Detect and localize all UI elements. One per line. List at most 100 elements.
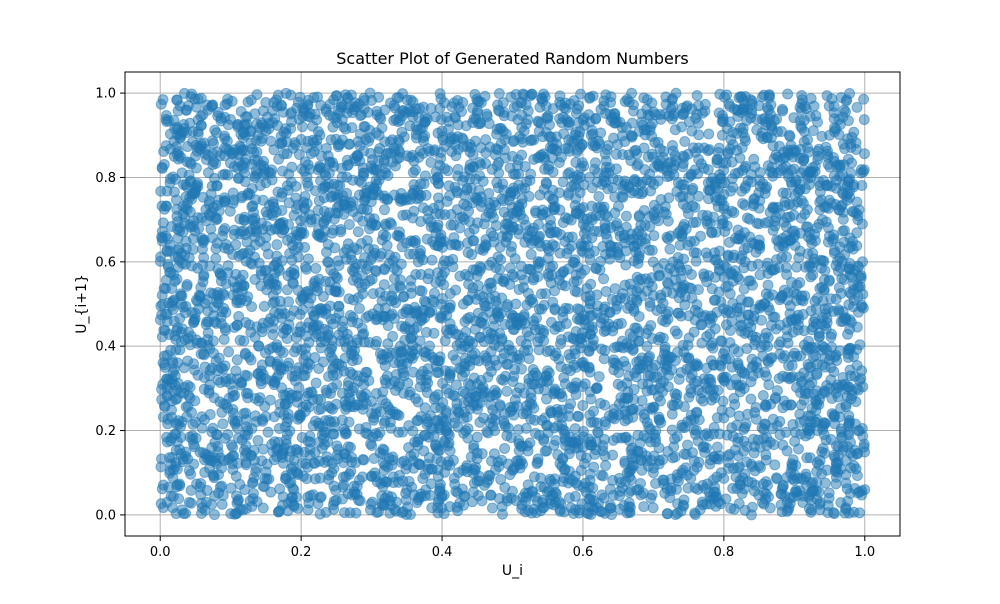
scatter-point xyxy=(415,286,425,296)
scatter-point xyxy=(450,182,460,192)
scatter-point xyxy=(196,93,206,103)
scatter-point xyxy=(739,424,749,434)
scatter-point xyxy=(666,483,676,493)
scatter-point xyxy=(427,255,437,265)
scatter-point xyxy=(356,390,366,400)
scatter-point xyxy=(420,469,430,479)
scatter-point xyxy=(464,279,474,289)
scatter-point xyxy=(262,285,272,295)
scatter-point xyxy=(366,439,376,449)
scatter-point xyxy=(424,269,434,279)
scatter-point xyxy=(690,165,700,175)
scatter-point xyxy=(351,508,361,518)
scatter-point xyxy=(625,502,635,512)
scatter-point xyxy=(608,450,618,460)
scatter-point xyxy=(484,475,494,485)
scatter-point xyxy=(465,393,475,403)
scatter-point xyxy=(402,358,412,368)
scatter-point xyxy=(713,186,723,196)
scatter-point xyxy=(183,454,193,464)
scatter-point xyxy=(236,226,246,236)
scatter-point xyxy=(574,508,584,518)
scatter-point xyxy=(380,375,390,385)
scatter-point xyxy=(844,418,854,428)
scatter-point xyxy=(349,243,359,253)
scatter-point xyxy=(474,185,484,195)
scatter-point xyxy=(682,364,692,374)
scatter-point xyxy=(585,410,595,420)
scatter-point xyxy=(841,504,851,514)
scatter-point xyxy=(241,389,251,399)
scatter-point xyxy=(397,347,407,357)
scatter-point xyxy=(379,458,389,468)
scatter-point xyxy=(571,157,581,167)
scatter-point xyxy=(803,342,813,352)
scatter-point xyxy=(197,412,207,422)
scatter-point xyxy=(559,266,569,276)
scatter-point xyxy=(609,414,619,424)
scatter-point xyxy=(634,327,644,337)
scatter-point xyxy=(306,293,316,303)
scatter-point xyxy=(362,264,372,274)
scatter-point xyxy=(736,254,746,264)
scatter-point xyxy=(664,370,674,380)
scatter-point xyxy=(172,95,182,105)
scatter-point xyxy=(382,240,392,250)
scatter-point xyxy=(456,365,466,375)
scatter-point xyxy=(773,152,783,162)
scatter-point xyxy=(675,240,685,250)
scatter-point xyxy=(341,453,351,463)
scatter-point xyxy=(452,340,462,350)
scatter-point xyxy=(587,321,597,331)
scatter-point xyxy=(788,372,798,382)
scatter-point xyxy=(355,156,365,166)
scatter-point xyxy=(516,261,526,271)
scatter-point xyxy=(160,204,170,214)
scatter-point xyxy=(686,388,696,398)
scatter-point xyxy=(459,491,469,501)
scatter-point xyxy=(829,248,839,258)
scatter-point xyxy=(360,122,370,132)
scatter-point xyxy=(392,231,402,241)
scatter-point xyxy=(419,446,429,456)
scatter-point xyxy=(775,430,785,440)
scatter-point xyxy=(220,133,230,143)
scatter-point xyxy=(617,191,627,201)
scatter-point xyxy=(662,172,672,182)
scatter-point xyxy=(416,179,426,189)
scatter-point xyxy=(290,140,300,150)
scatter-point xyxy=(729,393,739,403)
scatter-point xyxy=(672,329,682,339)
scatter-point xyxy=(729,504,739,514)
scatter-point xyxy=(236,106,246,116)
scatter-point xyxy=(778,106,788,116)
scatter-point xyxy=(345,367,355,377)
scatter-point xyxy=(343,381,353,391)
scatter-point xyxy=(606,97,616,107)
scatter-point xyxy=(632,485,642,495)
scatter-point xyxy=(616,393,626,403)
scatter-point xyxy=(714,108,724,118)
scatter-point xyxy=(321,309,331,319)
scatter-point xyxy=(599,354,609,364)
scatter-point xyxy=(787,459,797,469)
scatter-point xyxy=(441,426,451,436)
scatter-point xyxy=(579,180,589,190)
scatter-point xyxy=(508,376,518,386)
scatter-point xyxy=(614,473,624,483)
scatter-point xyxy=(572,411,582,421)
scatter-point xyxy=(323,401,333,411)
scatter-point xyxy=(829,412,839,422)
scatter-point xyxy=(658,315,668,325)
scatter-point xyxy=(664,111,674,121)
scatter-point xyxy=(332,369,342,379)
scatter-point xyxy=(311,263,321,273)
scatter-point xyxy=(536,482,546,492)
scatter-point xyxy=(578,247,588,257)
scatter-point xyxy=(252,147,262,157)
scatter-point xyxy=(712,442,722,452)
scatter-point xyxy=(635,364,645,374)
scatter-point xyxy=(844,243,854,253)
scatter-point xyxy=(311,378,321,388)
scatter-point xyxy=(608,358,618,368)
